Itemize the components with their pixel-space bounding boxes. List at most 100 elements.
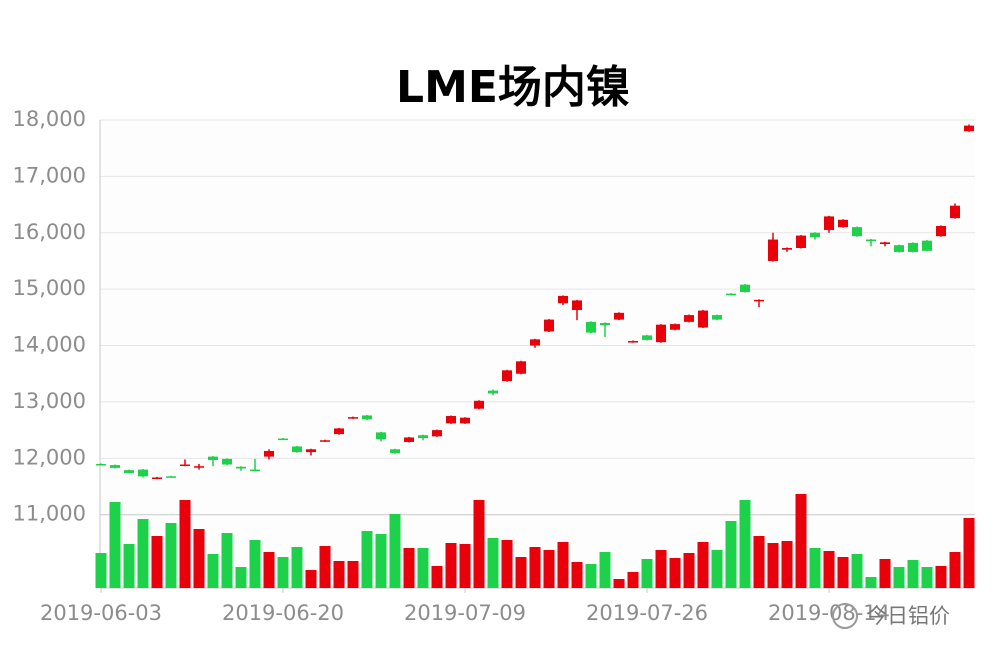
volume-bar [291,547,303,588]
candle-body [138,469,148,477]
volume-bar [389,514,401,588]
volume-bar [809,548,821,588]
volume-bar [403,548,415,588]
volume-bar [781,541,793,588]
volume-bar [627,572,639,588]
volume-bar [235,567,247,588]
candle-body [180,464,190,467]
x-tick-label: 2019-06-03 [40,601,162,625]
candle-body [446,416,456,424]
candle-body [432,430,442,437]
volume-bar [851,554,863,588]
candle-body [600,322,610,326]
volume-bar [613,579,625,588]
candle-body [460,417,470,424]
volume-bar [193,529,205,588]
candle-body [642,335,652,340]
volume-bar [557,542,569,588]
candle-body [474,400,484,409]
candle-body [866,239,876,242]
candle-body [740,284,750,292]
candle-body [796,235,806,248]
candle-body [264,450,274,457]
candle-body [950,205,960,219]
candle-body [348,417,358,419]
candle-body [852,227,862,237]
volume-bar [263,552,275,588]
volume-bar [711,550,723,588]
candle-body [488,390,498,394]
volume-bar [501,540,513,588]
candle-body [222,458,232,465]
candle-body [250,469,260,472]
y-tick-label: 12,000 [13,445,86,469]
volume-bar [907,560,919,588]
volume-bar [571,562,583,588]
candle-body [768,239,778,261]
candle-body [516,361,526,374]
candle-body [670,324,680,330]
volume-bar [375,534,387,588]
volume-bar [431,566,443,588]
volume-bar [473,500,485,588]
candle-body [376,432,386,440]
x-tick-label: 2019-06-20 [222,601,344,625]
volume-bar [655,550,667,588]
volume-bar [641,559,653,588]
volume-bar [837,557,849,588]
volume-bar [515,557,527,588]
candle-body [334,428,344,435]
candle-body [110,465,120,468]
volume-bar [151,536,163,588]
candle-body [712,315,722,320]
volume-bar [109,502,121,588]
volume-bar [445,543,457,588]
candle-body [838,219,848,228]
volume-bar [249,540,261,588]
volume-bar [137,519,149,588]
volume-bar [935,566,947,588]
candle-body [278,438,288,441]
candle-body [586,321,596,333]
candle-body [320,440,330,442]
candle-body [614,312,624,320]
volume-bar [347,561,359,588]
volume-bar [543,550,555,588]
candle-body [936,226,946,237]
volume-bar [529,547,541,588]
volume-bar [767,543,779,588]
x-tick-label: 2019-08-14 [768,601,890,625]
candle-body [124,470,134,473]
candle-body [572,300,582,311]
volume-bar [459,544,471,588]
volume-bar [207,554,219,588]
candle-body [418,435,428,439]
volume-bar [319,546,331,588]
y-tick-label: 15,000 [13,276,86,300]
candle-body [236,466,246,469]
volume-bar [599,552,611,588]
plot-area [100,120,975,588]
candle-body [166,476,176,478]
y-tick-label: 11,000 [13,502,86,526]
x-tick-label: 2019-07-26 [586,601,708,625]
volume-bar [669,558,681,588]
volume-bar [879,559,891,588]
candle-body [894,245,904,252]
volume-bar [165,523,177,588]
candle-body [922,240,932,251]
candle-body [782,247,792,250]
chart-title: LME场内镍 [396,62,630,113]
candle-body [908,242,918,252]
candle-body [726,293,736,296]
candle-body [362,415,372,420]
candle-body [698,310,708,328]
volume-bar [949,552,961,588]
volume-bar [417,548,429,588]
candle-body [390,449,400,454]
candle-body [306,449,316,453]
y-tick-label: 18,000 [13,107,86,131]
volume-bar [753,536,765,588]
candle-body [824,216,834,230]
